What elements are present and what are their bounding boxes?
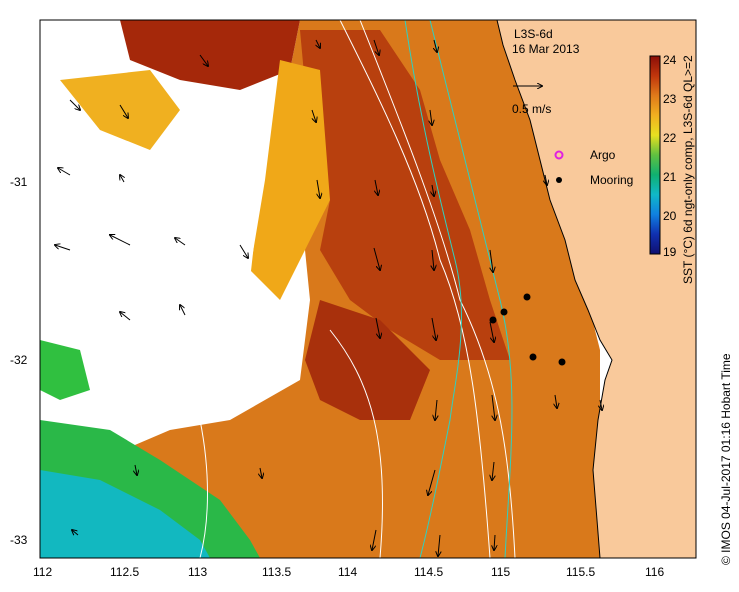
credit-label: © IMOS 04-Jul-2017 01:16 Hobart Time xyxy=(719,353,733,565)
y-axis: -31 -32 -33 xyxy=(10,175,28,547)
land-mass xyxy=(496,20,696,558)
sst-coolish-west xyxy=(40,340,90,400)
cb-tick: 20 xyxy=(663,209,677,223)
y-tick: -32 xyxy=(10,353,28,367)
plot-area xyxy=(40,20,696,558)
y-tick: -31 xyxy=(10,175,28,189)
colorbar-ticks: 24 23 22 21 20 19 xyxy=(663,53,677,259)
x-tick: 113.5 xyxy=(262,565,291,579)
cb-tick: 23 xyxy=(663,92,677,106)
sst-mid-region xyxy=(60,70,180,150)
isobath-white-west-2 xyxy=(329,329,384,558)
y-tick: -33 xyxy=(10,533,28,547)
x-tick: 114.5 xyxy=(414,565,443,579)
velocity-scale-label: 0.5 m/s xyxy=(512,102,551,116)
product-label: L3S-6d xyxy=(514,27,553,41)
argo-symbol xyxy=(554,150,564,160)
x-tick: 115 xyxy=(491,565,510,579)
mooring-markers xyxy=(489,293,566,366)
cb-tick: 22 xyxy=(663,131,677,145)
plot-frame xyxy=(39,19,697,559)
sst-hot-patch xyxy=(305,300,430,420)
x-axis: 112 112.5 113 113.5 114 114.5 115 115.5 … xyxy=(33,565,664,579)
sst-hot-north xyxy=(120,20,300,90)
cb-tick: 19 xyxy=(663,245,677,259)
cloud-gap xyxy=(40,150,300,420)
colorbar-title: SST (°C) 6d ngt-only comp, L3S-6d QL>=2 xyxy=(681,55,695,284)
x-tick: 115.5 xyxy=(566,565,595,579)
sst-mid-band xyxy=(250,60,330,300)
velocity-arrows xyxy=(55,39,602,556)
isobath-cyan-2 xyxy=(429,20,513,558)
isobath-cyan xyxy=(404,20,462,558)
mooring-point xyxy=(558,358,566,366)
isobath-white-2 xyxy=(359,20,516,558)
x-tick: 112 xyxy=(33,565,52,579)
cb-tick: 21 xyxy=(663,170,677,184)
mooring-point xyxy=(500,308,508,316)
argo-label: Argo xyxy=(590,148,616,162)
isobath-white xyxy=(339,20,491,558)
x-tick: 112.5 xyxy=(110,565,139,579)
x-tick: 116 xyxy=(645,565,664,579)
mooring-point xyxy=(489,316,497,324)
sst-cold-region xyxy=(40,470,210,558)
isobath-white-west xyxy=(199,419,208,558)
mooring-label: Mooring xyxy=(590,173,633,187)
x-tick: 114 xyxy=(338,565,357,579)
colorbar xyxy=(649,55,661,255)
cb-tick: 24 xyxy=(663,53,677,67)
mooring-point xyxy=(529,353,537,361)
mooring-symbol xyxy=(556,177,562,183)
x-tick: 113 xyxy=(188,565,207,579)
mooring-point xyxy=(523,293,531,301)
sst-hot-region xyxy=(300,30,510,360)
date-label: 16 Mar 2013 xyxy=(512,42,580,56)
